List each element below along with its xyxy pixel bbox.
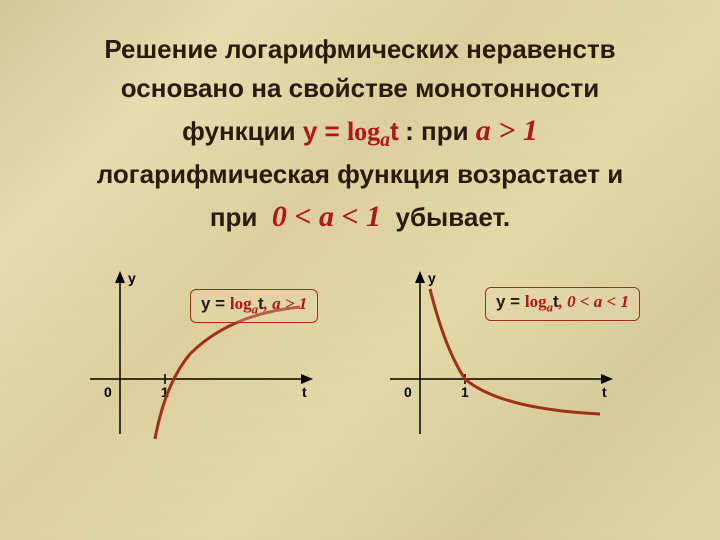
text-line1: Решение логарифмических неравенств xyxy=(104,34,615,64)
y-axis-arrow xyxy=(115,271,125,283)
chart-decreasing: y t 0 1 y = logat, 0 < a < 1 xyxy=(370,259,670,459)
text-line3a: функции xyxy=(182,116,296,146)
charts-row: y t 0 1 y = logat, a > 1 xyxy=(40,259,680,459)
x-axis-arrow xyxy=(601,374,613,384)
formula-main: y = logat xyxy=(303,117,405,146)
slide-content: Решение логарифмических неравенств основ… xyxy=(0,0,720,469)
main-paragraph: Решение логарифмических неравенств основ… xyxy=(40,30,680,239)
legend-increasing: y = logat, a > 1 xyxy=(190,289,318,322)
log-curve-increasing xyxy=(155,307,300,439)
x-axis-arrow xyxy=(301,374,313,384)
y-axis-label: y xyxy=(128,270,136,286)
text-line5a: при xyxy=(210,202,258,232)
x-axis-label: t xyxy=(302,384,307,400)
origin-label: 0 xyxy=(404,384,412,400)
y-axis-label: y xyxy=(428,270,436,286)
legend-decreasing: y = logat, 0 < a < 1 xyxy=(485,287,640,320)
text-line5b: убывает. xyxy=(396,202,511,232)
y-axis-arrow xyxy=(415,271,425,283)
origin-label: 0 xyxy=(104,384,112,400)
text-line2: основано на свойстве монотонности xyxy=(121,73,599,103)
text-line3b: : при xyxy=(405,116,468,146)
one-label: 1 xyxy=(461,384,469,400)
x-axis-label: t xyxy=(602,384,607,400)
condition-lt: 0 < a < 1 xyxy=(272,200,381,233)
text-line4: логарифмическая функция возрастает и xyxy=(97,159,623,189)
condition-gt: a > 1 xyxy=(476,114,538,147)
chart-increasing: y t 0 1 y = logat, a > 1 xyxy=(70,259,370,459)
